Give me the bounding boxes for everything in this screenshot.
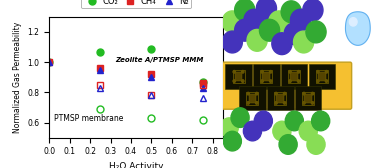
Circle shape [306, 21, 326, 43]
Circle shape [297, 71, 300, 73]
Circle shape [275, 102, 277, 104]
Circle shape [222, 11, 242, 33]
Bar [246, 92, 259, 105]
Bar [260, 70, 273, 83]
Polygon shape [345, 12, 370, 45]
Bar [276, 94, 284, 102]
Circle shape [269, 11, 289, 33]
Circle shape [254, 111, 273, 131]
Circle shape [235, 19, 255, 41]
Circle shape [303, 102, 305, 104]
Circle shape [294, 31, 314, 53]
Bar [302, 92, 314, 105]
Circle shape [222, 31, 242, 53]
Legend: CO₂, CH₄, N₂: CO₂, CH₄, N₂ [81, 0, 191, 8]
Circle shape [349, 18, 357, 26]
Bar [295, 86, 321, 110]
Circle shape [235, 0, 255, 21]
Circle shape [223, 131, 242, 151]
Text: PTMSP membrane: PTMSP membrane [54, 114, 124, 123]
Circle shape [233, 71, 235, 73]
FancyBboxPatch shape [222, 62, 352, 109]
Circle shape [261, 80, 263, 82]
Circle shape [247, 102, 249, 104]
Circle shape [289, 80, 291, 82]
Bar [232, 70, 245, 83]
Bar [239, 86, 266, 110]
Circle shape [285, 111, 304, 131]
Bar [274, 92, 287, 105]
Circle shape [311, 111, 330, 131]
Circle shape [284, 92, 286, 95]
Circle shape [307, 135, 325, 154]
Bar [225, 64, 252, 89]
Circle shape [242, 80, 244, 82]
Circle shape [256, 0, 276, 19]
Bar [253, 64, 280, 89]
Circle shape [256, 92, 258, 95]
Circle shape [270, 71, 272, 73]
Bar [304, 94, 312, 102]
Circle shape [281, 1, 301, 23]
Bar [248, 94, 256, 102]
Y-axis label: Normalized Gas Permeability: Normalized Gas Permeability [13, 22, 22, 133]
Circle shape [303, 92, 305, 95]
Circle shape [311, 102, 314, 104]
Circle shape [220, 118, 238, 137]
Bar [262, 72, 270, 81]
Bar [235, 72, 242, 81]
Circle shape [325, 80, 328, 82]
Bar [318, 72, 326, 81]
Circle shape [299, 121, 317, 141]
X-axis label: H₂O Activity: H₂O Activity [109, 162, 163, 168]
Circle shape [303, 0, 323, 21]
Bar [281, 64, 307, 89]
Circle shape [279, 135, 297, 154]
Circle shape [311, 92, 314, 95]
Bar [309, 64, 335, 89]
Circle shape [275, 92, 277, 95]
Circle shape [231, 108, 249, 128]
Circle shape [247, 29, 267, 51]
Circle shape [233, 80, 235, 82]
Circle shape [289, 71, 291, 73]
Circle shape [317, 80, 319, 82]
Circle shape [261, 71, 263, 73]
Circle shape [256, 102, 258, 104]
Circle shape [284, 23, 304, 45]
Bar [288, 70, 300, 83]
Circle shape [290, 9, 311, 31]
Circle shape [244, 9, 264, 31]
Text: Zeolite A/PTMSP MMM: Zeolite A/PTMSP MMM [115, 57, 204, 63]
Circle shape [259, 19, 280, 41]
Circle shape [270, 80, 272, 82]
Circle shape [242, 71, 244, 73]
Circle shape [297, 80, 300, 82]
Circle shape [272, 33, 292, 55]
Bar [290, 72, 298, 81]
Bar [316, 70, 328, 83]
Circle shape [243, 121, 262, 141]
Circle shape [273, 121, 291, 141]
Circle shape [325, 71, 328, 73]
Circle shape [247, 92, 249, 95]
Circle shape [284, 102, 286, 104]
Bar [267, 86, 294, 110]
Circle shape [317, 71, 319, 73]
